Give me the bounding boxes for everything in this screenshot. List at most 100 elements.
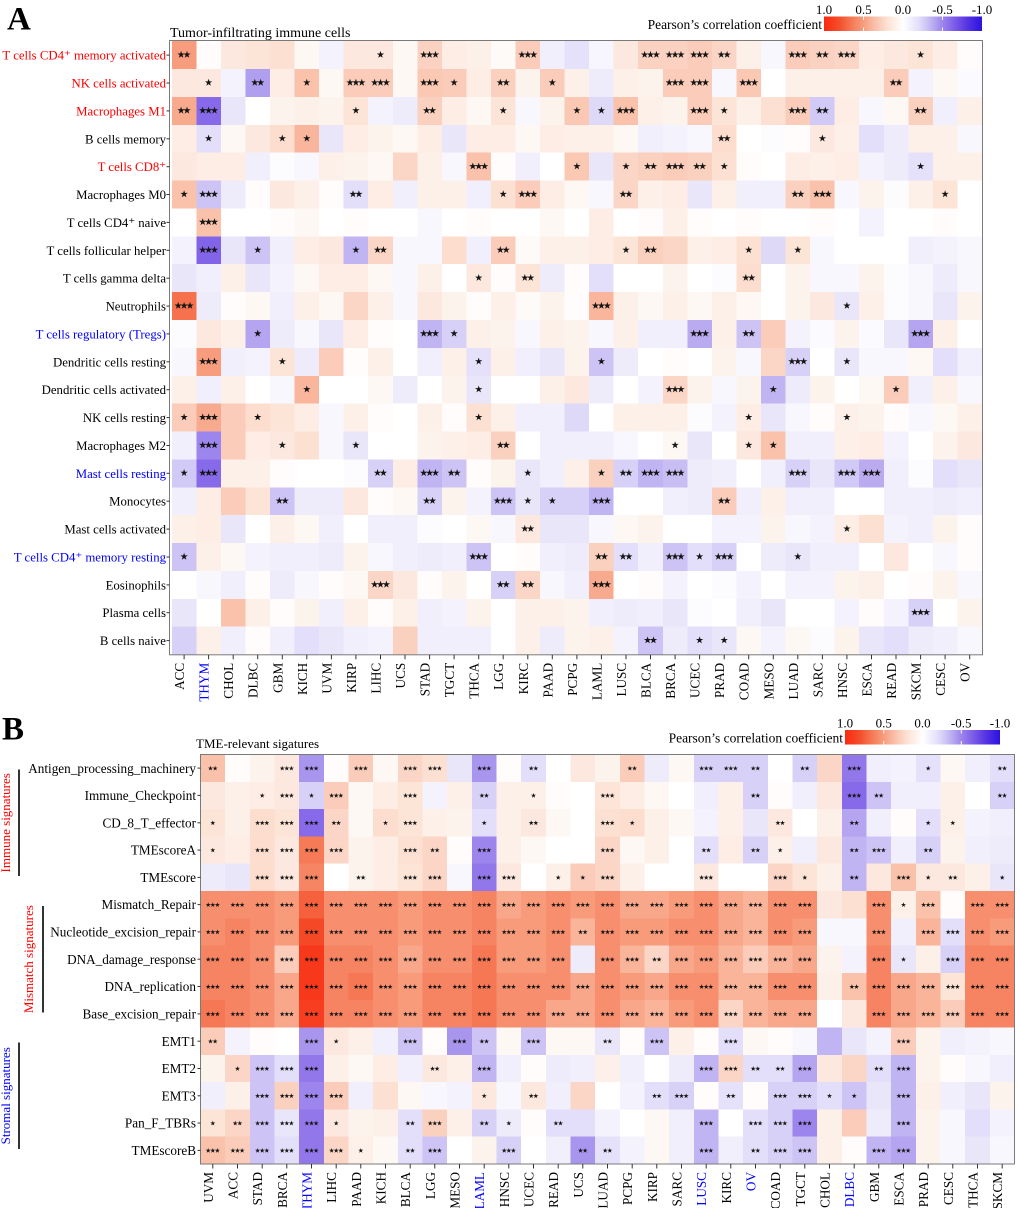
svg-text:NK cells activated: NK cells activated — [71, 77, 166, 91]
svg-text:UCS: UCS — [393, 663, 408, 689]
svg-text:Stromal signatures: Stromal signatures — [0, 1047, 13, 1144]
svg-text:LAML: LAML — [472, 1172, 487, 1208]
svg-text:CHOL: CHOL — [818, 1172, 833, 1208]
svg-text:BRCA: BRCA — [275, 1172, 290, 1208]
svg-text:Pearson’s correlation coeffic: Pearson’s correlation coefficient — [669, 731, 844, 746]
svg-text:TMEscoreA: TMEscoreA — [131, 843, 197, 858]
svg-text:-0.5: -0.5 — [932, 2, 953, 17]
svg-text:NK cells resting: NK cells resting — [83, 411, 167, 425]
svg-text:MESO: MESO — [448, 1172, 463, 1208]
svg-text:T cells follicular helper: T cells follicular helper — [46, 244, 166, 258]
svg-text:LUSC: LUSC — [694, 1172, 709, 1206]
svg-text:CESC: CESC — [941, 1172, 956, 1205]
svg-text:Immune_Checkpoint: Immune_Checkpoint — [85, 788, 197, 803]
svg-text:Dendritic cells activated: Dendritic cells activated — [42, 383, 167, 397]
svg-text:0.5: 0.5 — [855, 2, 871, 17]
svg-text:SKCM: SKCM — [909, 663, 924, 701]
svg-text:BRCA: BRCA — [663, 662, 678, 698]
svg-text:PRAD: PRAD — [916, 1172, 931, 1207]
svg-text:Pan_F_TBRs: Pan_F_TBRs — [125, 1116, 196, 1131]
svg-text:-1.0: -1.0 — [972, 2, 993, 17]
svg-text:PCPG: PCPG — [620, 1172, 635, 1205]
svg-text:KIRP: KIRP — [344, 663, 359, 693]
svg-text:LIHC: LIHC — [369, 663, 384, 694]
svg-text:THCA: THCA — [966, 1172, 981, 1208]
svg-text:DLBC: DLBC — [246, 663, 261, 698]
svg-text:-0.5: -0.5 — [951, 716, 972, 731]
svg-text:TMEscore: TMEscore — [140, 870, 196, 885]
svg-text:THYM: THYM — [197, 663, 212, 702]
svg-text:Tumor-infiltrating immune cell: Tumor-infiltrating immune cells — [170, 26, 350, 41]
svg-text:Base_excision_repair: Base_excision_repair — [82, 1007, 196, 1022]
svg-text:DNA_damage_response: DNA_damage_response — [67, 952, 196, 967]
svg-text:LUAD: LUAD — [786, 663, 801, 700]
svg-text:ACC: ACC — [226, 1172, 241, 1199]
svg-text:LIHC: LIHC — [324, 1172, 339, 1203]
svg-text:READ: READ — [546, 1172, 561, 1208]
svg-text:OV: OV — [958, 662, 973, 682]
svg-text:CD_8_T_effector: CD_8_T_effector — [102, 815, 196, 830]
svg-text:COAD: COAD — [737, 663, 752, 700]
svg-text:EMT3: EMT3 — [162, 1088, 197, 1103]
svg-text:PAAD: PAAD — [540, 663, 555, 698]
svg-text:CESC: CESC — [933, 663, 948, 696]
svg-text:STAD: STAD — [418, 663, 433, 696]
svg-text:T cells regulatory (Tregs): T cells regulatory (Tregs) — [36, 327, 166, 341]
svg-text:T cells gamma delta: T cells gamma delta — [63, 272, 166, 286]
svg-text:Pearson’s correlation coeffic: Pearson’s correlation coefficient — [648, 17, 823, 32]
svg-text:PCPG: PCPG — [565, 662, 580, 695]
svg-text:Monocytes: Monocytes — [109, 495, 166, 509]
svg-text:T cells CD4⁺ memory resting: T cells CD4⁺ memory resting — [14, 551, 167, 565]
svg-text:1.0: 1.0 — [837, 716, 853, 731]
svg-text:KIRC: KIRC — [719, 1172, 734, 1204]
svg-text:SKCM: SKCM — [990, 1172, 1005, 1208]
svg-text:0.0: 0.0 — [895, 2, 911, 17]
svg-text:EMT2: EMT2 — [162, 1061, 196, 1076]
svg-text:CHOL: CHOL — [221, 663, 236, 699]
svg-text:LGG: LGG — [423, 1172, 438, 1200]
svg-text:Mast cells resting: Mast cells resting — [76, 467, 167, 481]
svg-text:T cells CD4⁺ memory activated: T cells CD4⁺ memory activated — [2, 49, 166, 63]
svg-text:DLBC: DLBC — [842, 1172, 857, 1207]
svg-text:TME-relevant sigatures: TME-relevant sigatures — [196, 736, 319, 751]
svg-text:Neutrophils: Neutrophils — [106, 300, 166, 314]
svg-text:Mismatch_Repair: Mismatch_Repair — [102, 897, 197, 912]
svg-text:KICH: KICH — [295, 662, 310, 695]
svg-text:LAML: LAML — [589, 663, 604, 700]
svg-text:KIRP: KIRP — [645, 1172, 660, 1202]
svg-text:GBM: GBM — [867, 1172, 882, 1202]
svg-text:UCEC: UCEC — [522, 1172, 537, 1207]
svg-text:Mismatch signatures: Mismatch signatures — [21, 905, 36, 1013]
svg-text:READ: READ — [884, 663, 899, 699]
svg-text:ACC: ACC — [172, 663, 187, 690]
svg-text:0.0: 0.0 — [914, 716, 930, 731]
svg-text:B cells memory: B cells memory — [85, 132, 167, 146]
svg-text:PRAD: PRAD — [712, 663, 727, 698]
svg-text:1.0: 1.0 — [816, 2, 832, 17]
svg-text:DNA_replication: DNA_replication — [104, 979, 196, 994]
svg-text:EMT1: EMT1 — [162, 1034, 196, 1049]
svg-text:ESCA: ESCA — [860, 662, 875, 696]
svg-text:HNSC: HNSC — [835, 663, 850, 698]
svg-text:KIRC: KIRC — [516, 663, 531, 695]
svg-text:TGCT: TGCT — [793, 1172, 808, 1206]
svg-text:STAD: STAD — [250, 1172, 265, 1205]
svg-text:Dendritic cells resting: Dendritic cells resting — [53, 355, 167, 369]
svg-text:Macrophages M1: Macrophages M1 — [76, 104, 166, 118]
svg-text:BLCA: BLCA — [639, 662, 654, 698]
svg-text:Plasma cells: Plasma cells — [102, 606, 166, 620]
svg-text:UVM: UVM — [319, 663, 334, 694]
svg-text:BLCA: BLCA — [398, 1172, 413, 1208]
svg-text:T cells CD8⁺: T cells CD8⁺ — [98, 160, 166, 174]
svg-text:UCEC: UCEC — [688, 663, 703, 698]
svg-text:Macrophages M0: Macrophages M0 — [76, 188, 166, 202]
svg-text:TMEscoreB: TMEscoreB — [132, 1143, 197, 1158]
svg-text:SARC: SARC — [670, 1172, 685, 1207]
svg-text:HNSC: HNSC — [497, 1172, 512, 1207]
svg-text:TGCT: TGCT — [442, 663, 457, 697]
svg-text:0.5: 0.5 — [876, 716, 892, 731]
svg-text:Immune signatures: Immune signatures — [0, 773, 13, 872]
svg-text:LUAD: LUAD — [596, 1172, 611, 1208]
svg-text:LGG: LGG — [491, 662, 506, 690]
svg-text:COAD: COAD — [768, 1172, 783, 1208]
